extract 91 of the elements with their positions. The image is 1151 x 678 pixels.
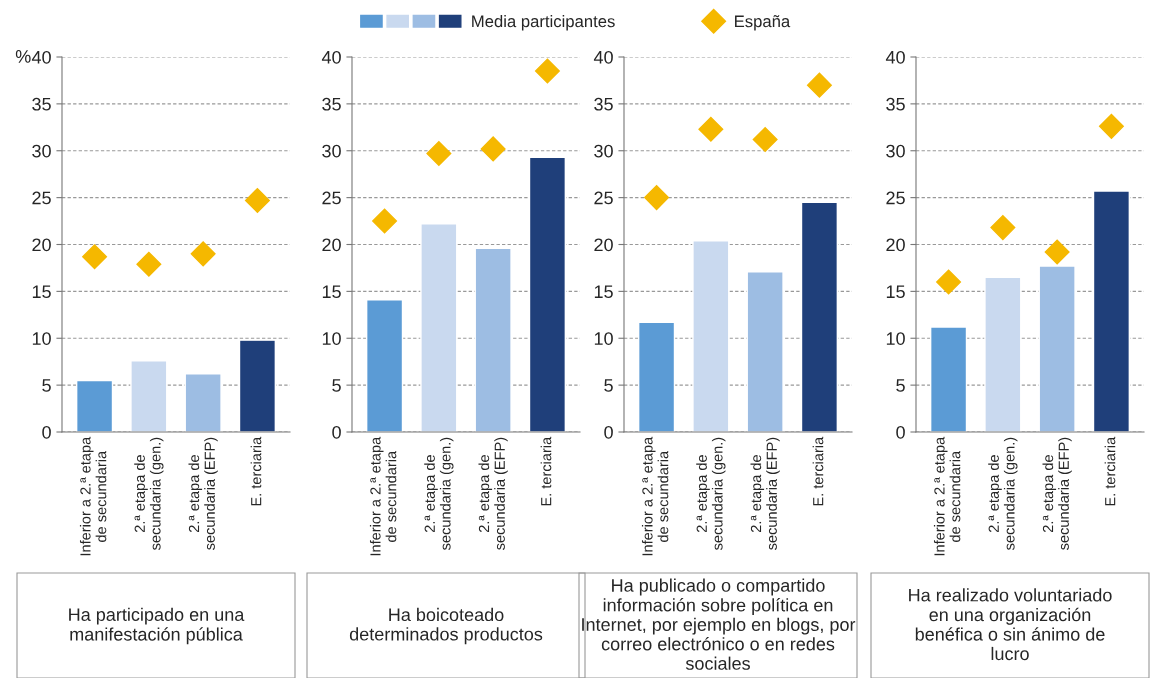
y-tick-label: 5 <box>604 379 613 392</box>
bar <box>637 321 676 432</box>
point <box>1044 239 1070 265</box>
x-tick-label: E. terciaria <box>540 436 552 506</box>
point <box>534 58 560 84</box>
x-tick-label: Inferior a 2.ª etapa de secundaria <box>933 436 961 556</box>
x-tick-label: Inferior a 2.ª etapa de secundaria <box>369 436 397 556</box>
bar <box>365 299 404 432</box>
point <box>1098 113 1124 139</box>
y-tick-label: 5 <box>42 379 51 392</box>
bar <box>984 276 1022 432</box>
point <box>990 215 1016 241</box>
y-tick-label: 5 <box>332 379 341 392</box>
point <box>480 136 506 162</box>
point <box>698 116 724 142</box>
y-tick-label: 5 <box>896 379 905 392</box>
y-tick-label: 20 <box>322 238 341 252</box>
x-tick-label: E. terciaria <box>812 436 824 506</box>
point <box>372 208 398 234</box>
bar <box>130 360 168 432</box>
y-axis-title: % <box>15 50 31 63</box>
point <box>244 187 270 213</box>
point <box>136 251 162 277</box>
x-tick-label: 2.ª etapa de secundaria (gen.) <box>424 437 454 550</box>
y-tick-label: 40 <box>321 50 341 64</box>
bar <box>420 223 458 432</box>
y-tick-label: 15 <box>32 285 51 299</box>
point <box>806 72 832 98</box>
bar <box>692 240 730 432</box>
x-tick-label: 2.ª etapa de secundaria (EFP) <box>478 437 508 550</box>
y-tick-label: 40 <box>31 50 51 64</box>
y-tick-label: 15 <box>322 285 341 299</box>
point <box>644 185 670 211</box>
y-tick-label: 0 <box>896 425 905 439</box>
legend-label: España <box>735 15 791 31</box>
y-tick-label: 10 <box>594 332 613 345</box>
y-tick-label: 10 <box>32 332 51 345</box>
y-tick-label: 30 <box>322 144 341 158</box>
y-tick-label: 10 <box>322 332 341 345</box>
bar <box>1038 265 1076 432</box>
x-tick-label: 2.ª etapa de secundaria (EFP) <box>188 437 218 550</box>
point <box>82 244 108 270</box>
point <box>936 269 962 295</box>
y-tick-label: 25 <box>322 191 341 205</box>
y-tick-label: 0 <box>604 425 613 439</box>
y-tick-label: 35 <box>886 97 905 111</box>
y-tick-label: 0 <box>42 425 51 439</box>
point <box>752 127 778 152</box>
y-tick-label: 25 <box>32 191 51 205</box>
x-tick-label: Inferior a 2.ª etapa de secundaria <box>79 436 107 556</box>
bar <box>238 339 277 432</box>
y-tick-label: 30 <box>32 144 51 158</box>
y-tick-label: 20 <box>32 238 51 252</box>
y-tick-label: 25 <box>886 191 905 205</box>
y-tick-label: 40 <box>885 50 905 64</box>
x-tick-label: 2.ª etapa de secundaria (EFP) <box>750 437 780 550</box>
x-tick-label: 2.ª etapa de secundaria (gen.) <box>134 437 164 550</box>
bar <box>75 379 114 432</box>
y-tick-label: 40 <box>593 50 613 64</box>
y-tick-label: 35 <box>594 97 613 111</box>
x-tick-label: Inferior a 2.ª etapa de secundaria <box>641 436 669 556</box>
bar <box>474 247 512 432</box>
y-tick-label: 20 <box>594 238 613 252</box>
x-tick-label: E. terciaria <box>1104 436 1116 506</box>
x-axis-title: Ha boicoteado determinados productos <box>349 607 543 645</box>
x-axis-title: Ha publicado o compartido información sobre política en Internet, por ejemplo en blogs, por correo electrónico o en redes sociales <box>582 578 856 670</box>
y-tick-label: 25 <box>594 191 613 205</box>
x-tick-label: 2.ª etapa de secundaria (gen.) <box>988 437 1018 550</box>
x-tick-label: E. terciaria <box>250 436 262 506</box>
legend-label: Media participantes <box>472 15 615 31</box>
y-tick-label: 0 <box>332 425 341 439</box>
bar <box>1092 190 1131 432</box>
x-axis-title: Ha realizado voluntariado en una organización benéfica o sin ánimo de lucro <box>909 588 1112 661</box>
y-tick-label: 35 <box>322 97 341 111</box>
y-tick-label: 15 <box>594 285 613 299</box>
y-tick-label: 30 <box>594 144 613 158</box>
x-axis-title: Ha participado en una manifestación pública <box>69 607 245 645</box>
point <box>190 241 216 267</box>
bar <box>800 201 839 432</box>
bar <box>929 326 968 432</box>
bar <box>746 270 784 432</box>
y-tick-label: 10 <box>886 332 905 345</box>
point <box>426 141 452 167</box>
bar <box>184 373 222 432</box>
y-tick-label: 20 <box>886 238 905 252</box>
bar <box>528 156 567 432</box>
y-tick-label: 35 <box>32 97 51 111</box>
y-tick-label: 30 <box>886 144 905 158</box>
x-tick-label: 2.ª etapa de secundaria (gen.) <box>696 437 726 550</box>
y-tick-label: 15 <box>886 285 905 299</box>
x-tick-label: 2.ª etapa de secundaria (EFP) <box>1042 437 1072 550</box>
